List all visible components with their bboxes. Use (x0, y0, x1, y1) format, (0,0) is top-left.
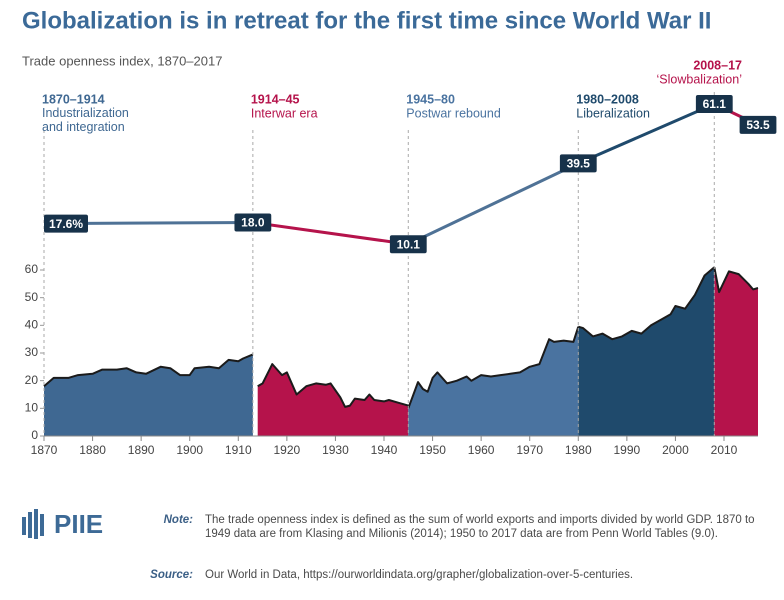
chart-subtitle: Trade openness index, 1870–2017 (22, 53, 222, 68)
summary-label: 39.5 (567, 157, 591, 171)
source-label: Source: (150, 569, 193, 581)
chart-title: Globalization is in retreat for the firs… (22, 7, 711, 34)
logo: PIIE (22, 507, 103, 541)
area-outline (257, 363, 409, 408)
summary-label: 53.5 (746, 118, 770, 132)
x-tick-label: 1910 (225, 443, 252, 457)
x-tick-label: 1980 (565, 443, 592, 457)
x-tick-label: 1950 (419, 443, 446, 457)
note-label: Note: (163, 514, 193, 526)
era-period: 1945–80 (406, 92, 455, 106)
chart: Globalization is in retreat for the firs… (22, 7, 777, 457)
summary-label-box (234, 213, 272, 232)
x-tick-label: 1870 (31, 443, 58, 457)
summary-segment (407, 162, 579, 246)
summary-segment (577, 102, 715, 165)
area (714, 267, 758, 436)
y-tick-label: 20 (25, 373, 39, 387)
summary-label: 61.1 (703, 97, 727, 111)
source-text: Our World in Data, https://ourworldindat… (205, 569, 634, 581)
area (44, 354, 253, 436)
area-outline (578, 266, 715, 341)
era-description: Interwar era (251, 106, 318, 120)
x-tick-label: 2010 (711, 443, 738, 457)
area (408, 326, 579, 436)
x-tick-label: 1880 (79, 443, 106, 457)
x-tick-label: 2000 (662, 443, 689, 457)
x-tick-label: 1970 (516, 443, 543, 457)
era-period: 1870–1914 (42, 92, 105, 106)
summary-label: 17.6% (49, 217, 83, 231)
era-period: 1980–2008 (576, 92, 639, 106)
summary-label-box (44, 214, 88, 233)
area-outline (713, 267, 759, 294)
area (257, 364, 409, 436)
y-tick-label: 40 (25, 318, 39, 332)
era-period: 2008–17 (693, 58, 742, 72)
summary-label-box (695, 95, 733, 113)
x-tick-label: 1990 (614, 443, 641, 457)
x-tick-label: 1960 (468, 443, 495, 457)
era-description: Industrialization and integration (42, 106, 129, 134)
y-tick-label: 30 (25, 345, 39, 359)
area-outline (407, 326, 580, 409)
logo-text: PIIE (54, 509, 104, 539)
note-text: The trade openness index is defined as t… (205, 514, 755, 540)
era-description: ‘Slowbalization’ (657, 72, 742, 86)
summary-label-box (559, 154, 597, 173)
x-tick-label: 1940 (371, 443, 398, 457)
era-description-line: Industrialization (42, 106, 129, 120)
x-tick-label: 1890 (128, 443, 155, 457)
summary-label-box (389, 235, 427, 254)
era-description: Postwar rebound (406, 106, 501, 120)
x-tick-label: 1930 (322, 443, 349, 457)
era-description: Liberalization (576, 106, 650, 120)
summary-label: 18.0 (241, 216, 265, 230)
area-outline (43, 353, 254, 387)
logo-icon (22, 509, 44, 539)
summary-label: 10.1 (397, 237, 421, 251)
y-tick-label: 0 (31, 428, 38, 442)
summary-segment (252, 221, 409, 246)
x-tick-label: 1900 (176, 443, 203, 457)
x-tick-label: 1920 (274, 443, 301, 457)
era-period: 1914–45 (251, 92, 300, 106)
y-tick-label: 50 (25, 290, 39, 304)
y-tick-label: 10 (25, 401, 39, 415)
summary-label-box (739, 115, 777, 134)
area (578, 267, 715, 436)
y-tick-label: 60 (25, 262, 39, 276)
era-description-line: and integration (42, 120, 125, 134)
